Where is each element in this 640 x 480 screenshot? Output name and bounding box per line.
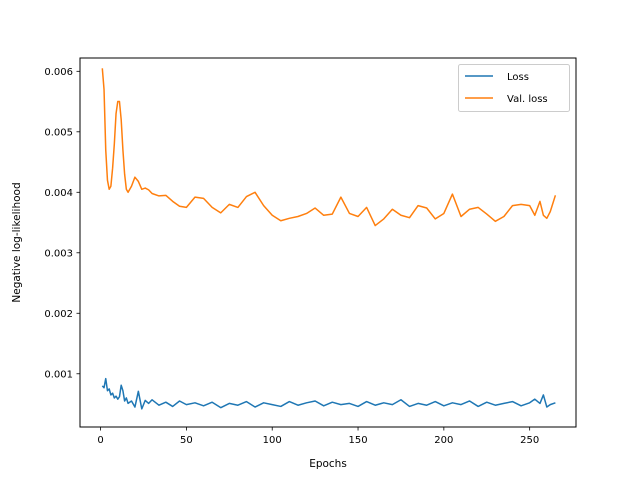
- y-tick-label: 0.005: [44, 127, 73, 138]
- y-tick-label: 0.004: [44, 188, 73, 199]
- y-tick-label: 0.001: [44, 369, 73, 380]
- y-axis-label: Negative log-likelihood: [11, 182, 23, 302]
- x-tick-label: 50: [180, 435, 193, 446]
- legend-label-val-loss: Val. loss: [507, 94, 548, 105]
- x-tick-label: 100: [263, 435, 282, 446]
- x-axis: 0 50 100 150 200 250: [97, 427, 539, 446]
- legend-label-loss: Loss: [507, 72, 529, 83]
- plot-frame: [79, 57, 577, 428]
- series-layer: [101, 68, 557, 410]
- x-tick-label: 150: [348, 435, 367, 446]
- legend: Loss Val. loss: [458, 64, 570, 112]
- x-tick-label: 250: [520, 435, 539, 446]
- y-tick-label: 0.002: [44, 309, 73, 320]
- y-axis: 0.001 0.002 0.003 0.004 0.005 0.006: [44, 67, 80, 380]
- series-line-val-loss: [101, 68, 557, 227]
- y-tick-label: 0.006: [44, 67, 73, 78]
- x-axis-label: Epochs: [309, 458, 347, 470]
- x-tick-label: 0: [97, 435, 103, 446]
- y-tick-label: 0.003: [44, 248, 73, 259]
- x-tick-label: 200: [434, 435, 453, 446]
- series-line-loss: [101, 377, 556, 410]
